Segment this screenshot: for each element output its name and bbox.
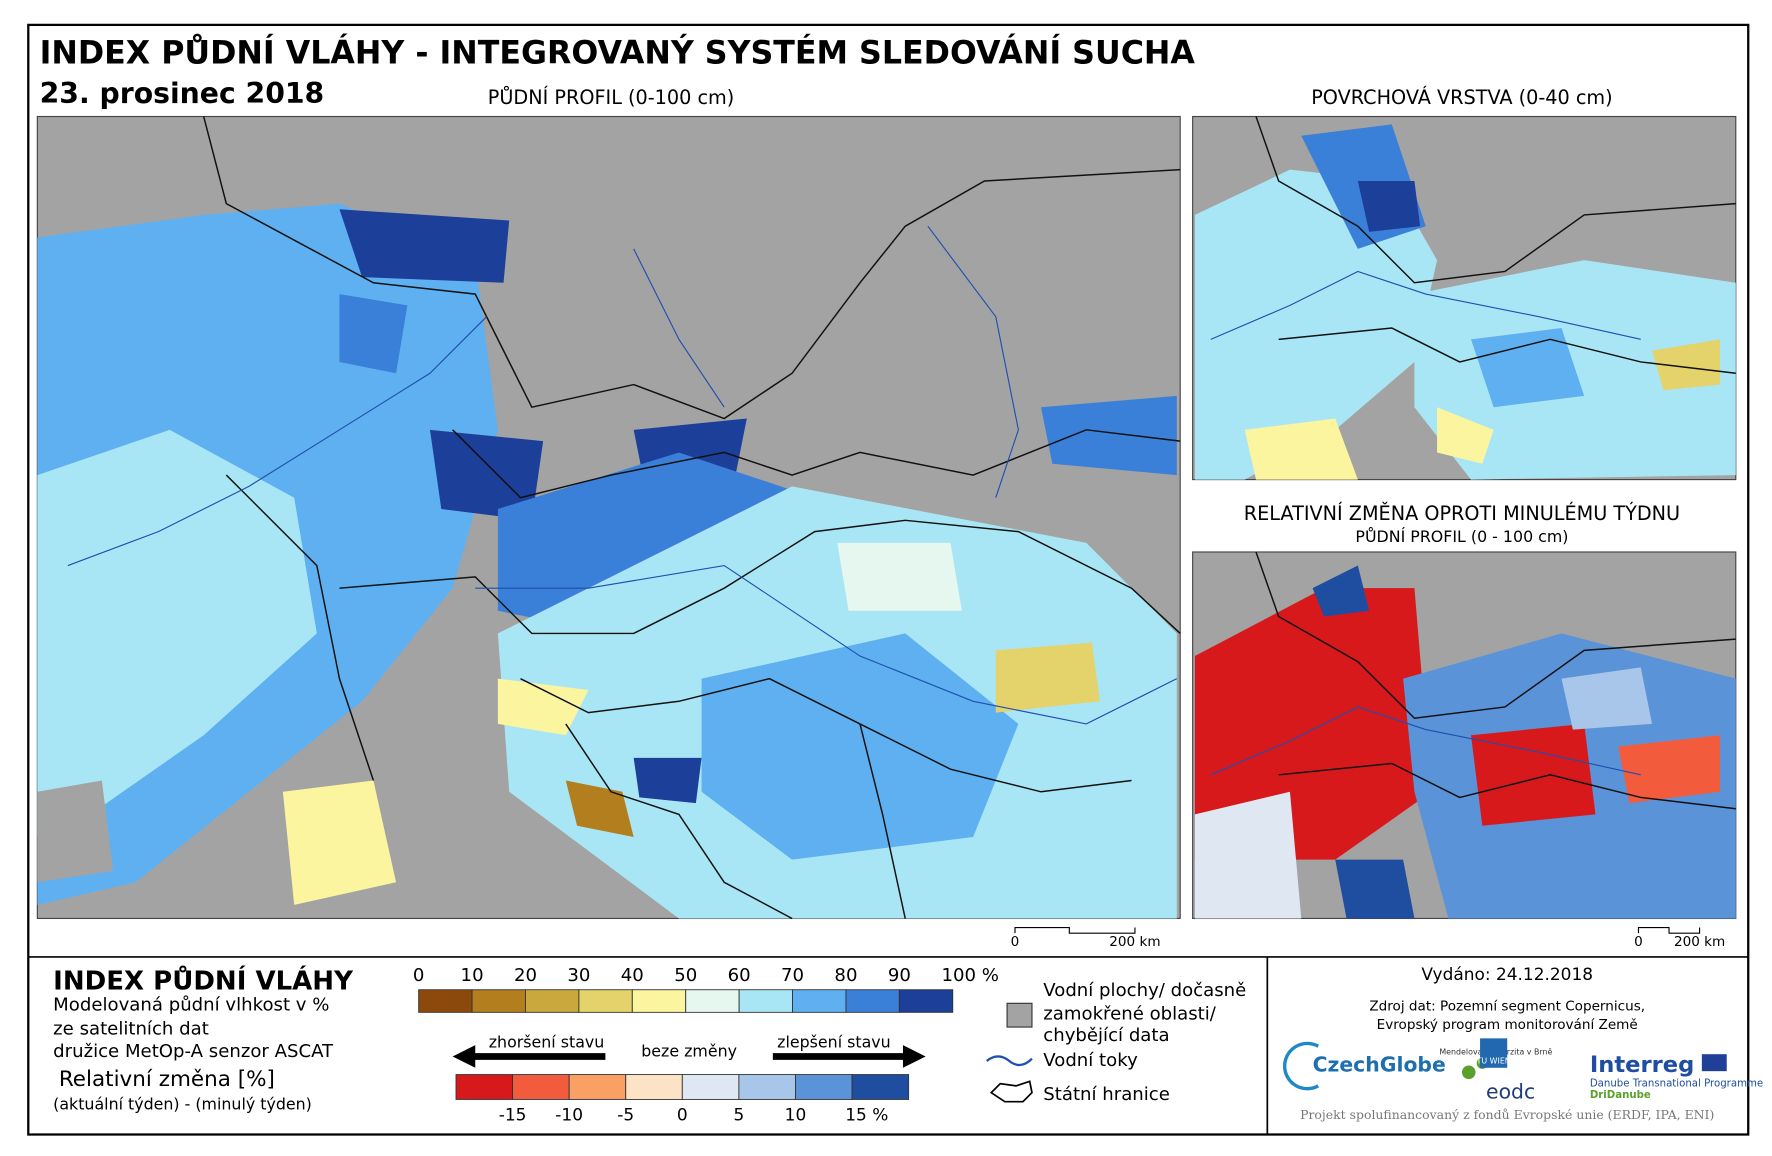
scale-label: 0 — [1011, 934, 1020, 950]
funding: Projekt spolufinancovaný z fondů Evropsk… — [1300, 1107, 1714, 1122]
symbol-label: chybějící data — [1043, 1025, 1169, 1046]
change-label: -15 — [499, 1104, 527, 1124]
moisture-swatch — [631, 989, 687, 1013]
change-label: -10 — [555, 1104, 583, 1124]
source: Evropský program monitorování Země — [1377, 1017, 1638, 1033]
main-map-title: PŮDNÍ PROFIL (0-100 cm) — [488, 85, 735, 109]
date: 23. prosinec 2018 — [40, 77, 325, 110]
change-swatch — [738, 1074, 796, 1100]
moisture-swatch — [898, 989, 954, 1013]
source: Zdroj dat: Pozemní segment Copernicus, — [1369, 999, 1645, 1015]
legend-text: (aktuální týden) - (minulý týden) — [53, 1095, 312, 1114]
moisture-label: 0 — [413, 965, 425, 986]
change-label: zhoršení stavu — [489, 1032, 605, 1051]
border-symbol — [989, 1080, 1033, 1103]
issued: Vydáno: 24.12.2018 — [1421, 964, 1593, 984]
change-map-subtitle: PŮDNÍ PROFIL (0 - 100 cm) — [1355, 527, 1568, 546]
eu-flag — [1701, 1054, 1727, 1072]
symbol-label: Státní hranice — [1043, 1084, 1170, 1105]
logo-tuwien-box — [1480, 1038, 1508, 1068]
scale-bar-main: 0 200 km — [1011, 926, 1161, 950]
moisture-label: 90 — [888, 965, 911, 986]
change-label: 0 — [677, 1104, 688, 1124]
moisture-label: 30 — [567, 965, 590, 986]
legend-title: INDEX PŮDNÍ VLÁHY — [53, 963, 354, 996]
moisture-swatch — [685, 989, 740, 1013]
footer: Vydáno: 24.12.2018 Zdroj dat: Pozemní se… — [1282, 964, 1763, 1122]
logo-eodc: eodc — [1486, 1080, 1535, 1104]
logo-dot — [1461, 1065, 1476, 1080]
change-swatch — [795, 1074, 853, 1100]
moisture-swatch — [792, 989, 847, 1013]
moisture-label: 50 — [674, 965, 697, 986]
legend-text: družice MetOp-A senzor ASCAT — [53, 1041, 334, 1062]
moisture-scale: 0 10 20 30 40 50 60 70 80 90 100 % — [413, 965, 999, 1013]
surface-map-title: POVRCHOVÁ VRSTVA (0-40 cm) — [1311, 86, 1612, 109]
change-label: 5 — [733, 1104, 744, 1124]
main-map — [36, 115, 1181, 920]
change-scale: zhoršení stavu beze změny zlepšení stavu… — [452, 1032, 926, 1124]
arrow-left — [452, 1045, 606, 1068]
change-map — [1192, 551, 1737, 920]
moisture-swatch — [845, 989, 900, 1013]
logo-interreg: Interreg — [1590, 1052, 1695, 1078]
change-swatch — [851, 1074, 910, 1100]
moisture-label: 80 — [834, 965, 857, 986]
change-label: 10 — [785, 1104, 807, 1124]
change-label: -5 — [617, 1104, 634, 1124]
water-swatch — [1006, 1002, 1033, 1028]
scale-label: 0 — [1634, 934, 1643, 950]
scale-bar-change: 0 200 km — [1634, 926, 1725, 950]
change-swatch — [512, 1074, 570, 1100]
symbol-legend: Vodní plochy/ dočasně zamokřené oblasti/… — [986, 980, 1246, 1105]
legend-subtitle: Relativní změna [%] — [59, 1067, 275, 1092]
symbol-label: Vodní toky — [1043, 1050, 1138, 1071]
moisture-swatch — [418, 989, 473, 1013]
logo-tuwien: TU WIEN — [1476, 1056, 1511, 1065]
logo-czechglobe: CzechGlobe — [1313, 1053, 1446, 1077]
scale-label: 200 km — [1674, 934, 1725, 950]
moisture-label: 60 — [728, 965, 751, 986]
moisture-label: 20 — [514, 965, 537, 986]
change-swatch — [455, 1074, 514, 1100]
change-swatch — [625, 1074, 683, 1100]
poster-title: INDEX PŮDNÍ VLÁHY - INTEGROVANÝ SYSTÉM S… — [40, 32, 1196, 71]
change-label: zlepšení stavu — [777, 1032, 891, 1051]
surface-map — [1192, 115, 1737, 481]
symbol-label: Vodní plochy/ dočasně — [1043, 980, 1246, 1001]
change-swatch — [568, 1074, 627, 1100]
logo-programme: Danube Transnational Programme — [1590, 1079, 1763, 1090]
scale-label: 200 km — [1109, 934, 1160, 950]
logo-arc — [1282, 1041, 1320, 1091]
arrow-right — [772, 1045, 926, 1068]
change-label: 15 % — [845, 1104, 888, 1124]
change-label: beze změny — [641, 1041, 737, 1060]
moisture-swatch — [471, 989, 526, 1013]
moisture-swatch — [525, 989, 580, 1013]
legend-text: ze satelitních dat — [53, 1018, 209, 1039]
moisture-label: 40 — [621, 965, 644, 986]
symbol-label: zamokřené oblasti/ — [1043, 1004, 1217, 1025]
change-swatch — [681, 1074, 740, 1100]
river-symbol — [986, 1055, 1033, 1067]
logo-project: DriDanube — [1590, 1090, 1651, 1101]
moisture-swatch — [738, 989, 793, 1013]
legend-text: Modelovaná půdní vlhkost v % — [53, 995, 329, 1016]
moisture-label: 100 % — [941, 965, 998, 986]
moisture-label: 10 — [461, 965, 484, 986]
moisture-label: 70 — [781, 965, 804, 986]
moisture-swatch — [578, 989, 633, 1013]
change-map-title: RELATIVNÍ ZMĚNA OPROTI MINULÉMU TÝDNU — [1244, 502, 1680, 525]
